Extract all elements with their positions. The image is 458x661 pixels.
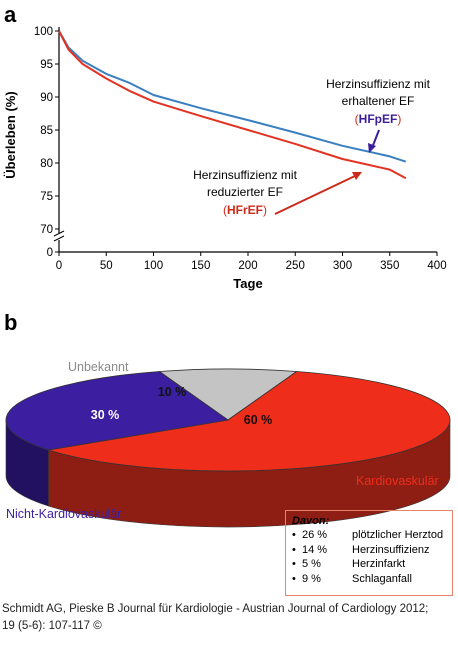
y-tick-label: 95 [40,59,53,71]
x-tick-label: 50 [100,260,113,272]
annotation-span: ) [263,203,267,217]
davon-percent: 9 % [302,572,321,585]
davon-list: • 26 % plötzlicher Herztod • 14 % Herzinsuffi… [292,528,446,586]
panel-label-b: b [4,310,18,335]
y-tick-label: 90 [40,92,53,104]
davon-cause: Herzinsuffizienz [352,543,430,556]
hfref-annotation-abbr: (HFrEF) [223,203,267,217]
hfpef-annotation-abbr: (HFpEF) [355,112,402,126]
pie-slice-unbekannt [158,368,298,421]
davon-item: • 9 % Schlaganfall [292,572,446,587]
hfref-annotation-line1: Herzinsuffizienz mit [193,168,297,182]
davon-percent: 5 % [302,558,321,570]
annotation-span: HFrEF [227,203,263,217]
davon-box: Davon: • 26 % plötzlicher Herztod • 14 % Herz… [285,510,453,596]
pie-value-kardiovaskular: 60 % [244,413,273,427]
davon-percent: 14 % [302,543,328,556]
x-tick-label: 350 [380,260,399,272]
davon-item: • 26 % plötzlicher Herztod [292,528,446,543]
hfpef-annotation-line1: Herzinsuffizienz mit [326,77,430,91]
panel-label-a: a [4,2,17,27]
davon-cause: Schlaganfall [352,572,412,585]
davon-bullet: • [292,558,296,570]
davon-bullet: • [292,572,296,585]
annotation-span: ) [397,112,401,126]
y-tick-label: 100 [34,26,53,38]
davon-bullet: • [292,529,296,541]
y-tick-label: 85 [40,125,53,137]
x-tick-label: 0 [56,260,62,272]
category-label-unbekannt: Unbekannt [68,360,129,374]
x-axis-label: Tage [233,276,262,291]
x-tick-label: 250 [286,260,305,272]
category-label-nicht-kardiovaskular: Nicht-Kardiovaskulär [6,507,121,521]
annotation-span: HFpEF [359,112,398,126]
y-tick-label: 80 [40,158,53,170]
y-tick-label: 75 [40,191,53,203]
pie-slice-kardiovaskul-r [48,371,451,472]
annotation-span: ( [355,112,359,126]
axis-break-mark [53,235,65,242]
axis-break-mark [53,230,65,237]
hfref-annotation-line2: reduzierter EF [207,185,283,199]
davon-item: • 5 % Herzinfarkt [292,557,446,572]
x-tick-label: 200 [238,260,257,272]
davon-percent: 26 % [302,529,328,541]
x-tick-label: 100 [144,260,163,272]
pie-value-unbekannt: 10 % [158,385,187,399]
hfpef-arrowhead [368,143,376,153]
x-tick-label: 150 [191,260,210,272]
source-caption: Schmidt AG, Pieske B Journal für Kardiol… [2,601,456,635]
pie-value-nicht-kardiovaskular: 30 % [91,408,120,422]
davon-bullet: • [292,543,296,556]
y-tick-label: 0 [47,247,53,259]
davon-title: Davon: [292,515,330,527]
caption-line-2: 19 (5-6): 107-117 © [2,620,102,632]
hfpef-annotation-line2: erhaltener EF [342,94,415,108]
y-tick-label: 70 [40,224,53,236]
davon-cause: Herzinfarkt [352,558,406,570]
x-tick-label: 400 [427,260,446,272]
caption-line-1: Schmidt AG, Pieske B Journal für Kardiol… [2,603,429,615]
davon-cause: plötzlicher Herztod [352,529,444,541]
category-label-kardiovaskular: Kardiovaskulär [356,474,439,488]
y-axis-label: Überleben (%) [3,91,18,178]
annotation-span: ( [223,203,227,217]
hfref-arrow-line [274,175,356,215]
x-tick-label: 300 [333,260,352,272]
hfref-arrowhead [352,172,362,180]
series-line-hfpef [58,30,407,163]
series-line-hfref [58,30,407,180]
davon-item: • 14 % Herzinsuffizienz [292,543,446,558]
pie-slice-nicht-kardiovaskul-r [5,371,230,451]
